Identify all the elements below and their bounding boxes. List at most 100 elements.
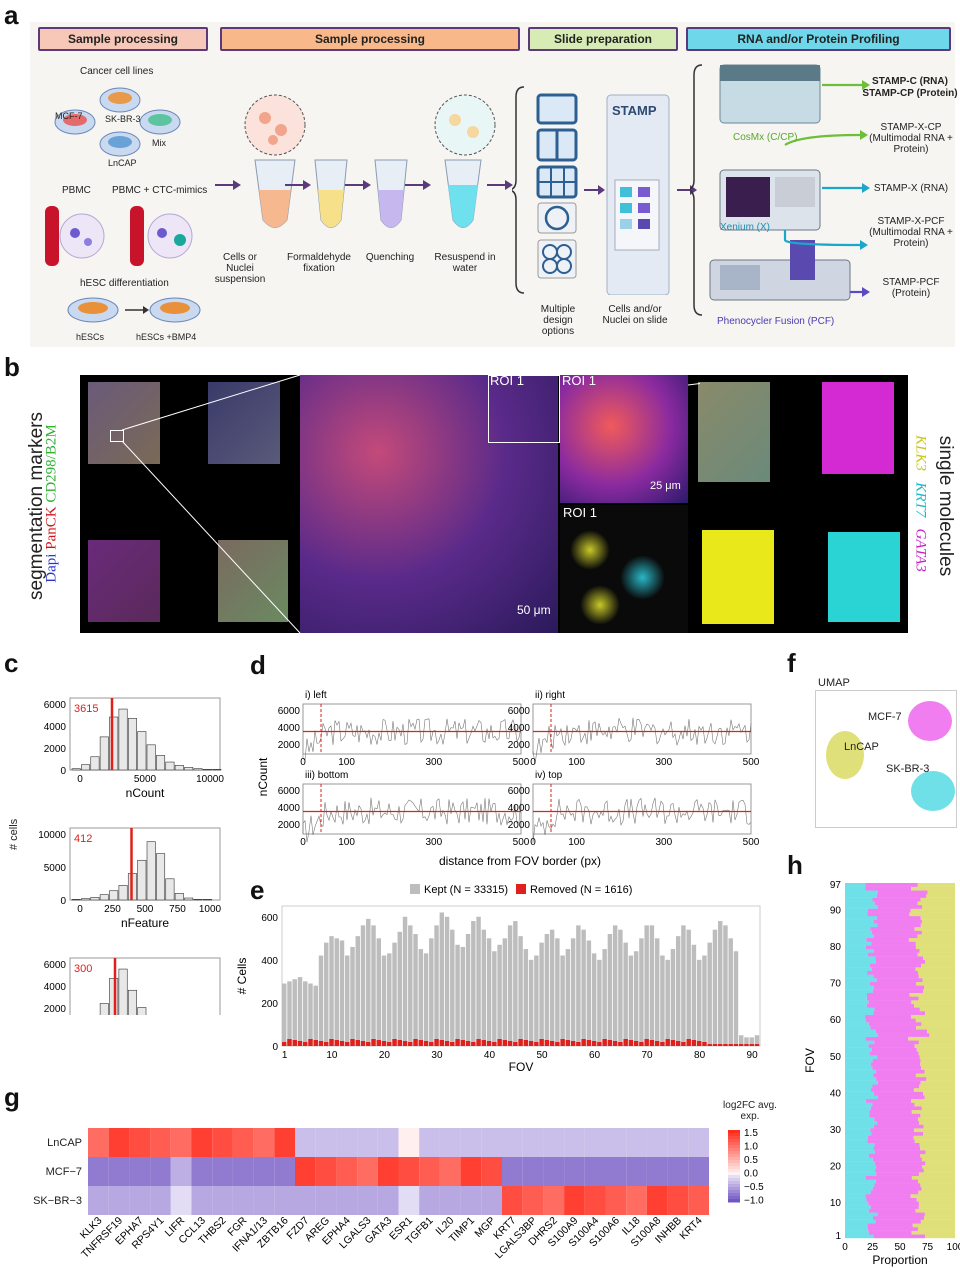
- hist-ytick: 5000: [44, 863, 67, 874]
- prop-mcf7: [877, 1080, 921, 1085]
- e-xtick: 30: [431, 1050, 443, 1061]
- prop-mcf7: [870, 1106, 922, 1111]
- cluster-skbr3: [911, 771, 955, 811]
- prop-skbr3: [845, 901, 875, 906]
- skbr3-dish-label: SK-BR-3: [105, 114, 141, 124]
- hist-xtick: 500: [137, 904, 154, 915]
- kept-bar: [576, 925, 581, 1046]
- removed-bar: [334, 1040, 339, 1046]
- kept-bar: [728, 938, 733, 1046]
- removed-bar: [518, 1039, 523, 1046]
- prop-mcf7: [874, 1007, 920, 1012]
- slide-tile-2: [208, 382, 280, 464]
- row-label-skbr3: SK−BR−3: [33, 1195, 82, 1207]
- e-xtick: 1: [282, 1050, 288, 1061]
- prop-lncap: [921, 904, 955, 909]
- kept-bar: [518, 936, 523, 1046]
- panel-c-ylabel: # cells: [8, 818, 20, 850]
- prop-lncap: [911, 1000, 955, 1004]
- subplot-xtick: 0: [300, 837, 306, 848]
- prop-mcf7: [869, 963, 922, 968]
- prop-skbr3: [845, 989, 873, 993]
- prop-lncap: [920, 1113, 955, 1118]
- prop-mcf7: [869, 1051, 919, 1056]
- kept-bar: [471, 921, 476, 1046]
- prop-lncap: [925, 1234, 955, 1239]
- subplot-ytick: 6000: [508, 786, 531, 797]
- kept-bar: [282, 983, 287, 1046]
- kept-bar: [497, 944, 502, 1046]
- removed-bar: [476, 1039, 481, 1046]
- removed-bar: [318, 1041, 324, 1046]
- hist-frame: [69, 957, 221, 1015]
- hist-bar: [127, 989, 137, 1015]
- e-ytick: 0: [272, 1042, 278, 1053]
- kept-bar: [418, 949, 424, 1046]
- prop-skbr3: [845, 1091, 874, 1096]
- prop-lncap: [918, 1179, 955, 1184]
- stamp-logo: STAMP: [612, 103, 657, 118]
- legend-bar-segment: [728, 1148, 740, 1152]
- prop-skbr3: [845, 1047, 872, 1052]
- kept-bar: [670, 949, 676, 1046]
- kept-bar: [591, 953, 597, 1046]
- subplot-xtick: 300: [655, 757, 672, 768]
- heatmap-cell: [439, 1157, 461, 1186]
- hist-bar: [202, 769, 212, 771]
- kept-bar: [696, 959, 702, 1046]
- instruments-illustration: [690, 64, 870, 316]
- prop-lncap: [921, 1186, 955, 1191]
- prop-lncap: [921, 1164, 955, 1169]
- prop-lncap: [923, 956, 955, 961]
- kept-bar: [707, 942, 712, 1046]
- kept-bar: [649, 925, 655, 1046]
- blood-tubes-illustration: [45, 206, 193, 266]
- hist-bar: [71, 899, 81, 901]
- heatmap-cell: [605, 1128, 627, 1157]
- panel-label-c: c: [4, 648, 19, 678]
- kept-bar: [565, 949, 571, 1046]
- removed-bar: [345, 1042, 350, 1046]
- proportion-chart: 1 10 20 30 40 50 60 70 80 90 97 0 25 50 75 100 FOV Propor…: [803, 880, 960, 1267]
- heatmap-cell: [129, 1157, 151, 1186]
- heatmap-cell: [295, 1186, 316, 1215]
- legend-bar-segment: [728, 1175, 740, 1179]
- prop-mcf7: [872, 1157, 922, 1162]
- row-label-lncap: LnCAP: [47, 1137, 82, 1149]
- heatmap-cell: [88, 1157, 109, 1186]
- kept-bar: [628, 955, 634, 1046]
- prop-mcf7: [867, 952, 918, 957]
- legend-bar-segment: [728, 1178, 740, 1182]
- removed-bar: [539, 1039, 544, 1046]
- scale-bar-50: 50 μm: [517, 603, 551, 617]
- e-xlabel: FOV: [509, 1060, 534, 1074]
- kept-bar: [355, 936, 360, 1046]
- prop-mcf7: [868, 1000, 912, 1004]
- prop-skbr3: [845, 1003, 867, 1008]
- heatmap-cell: [584, 1157, 606, 1186]
- prop-mcf7: [875, 956, 924, 961]
- removed-bar: [728, 1044, 733, 1046]
- output-stamp-x-cp: STAMP-X-CP (Multimodal RNA + Protein): [869, 122, 953, 155]
- removed-bar: [387, 1042, 392, 1046]
- prop-skbr3: [845, 1044, 869, 1048]
- prop-skbr3: [845, 893, 877, 898]
- prop-lncap: [920, 1058, 955, 1063]
- heatmap-cell: [274, 1128, 295, 1157]
- removed-bar: [560, 1039, 565, 1046]
- kept-bar: [507, 925, 513, 1046]
- row-label-mcf7: MCF−7: [45, 1166, 82, 1178]
- prop-lncap: [909, 912, 955, 917]
- kept-bar: [387, 953, 392, 1046]
- prop-mcf7: [874, 901, 918, 906]
- kept-bar: [738, 1035, 744, 1046]
- kept-bar: [513, 921, 518, 1046]
- prop-lncap: [926, 1076, 955, 1081]
- prop-mcf7: [876, 1069, 925, 1074]
- kept-bar: [733, 951, 739, 1046]
- legend-removed: Removed (N = 1616): [530, 884, 632, 896]
- kept-bar: [392, 942, 397, 1046]
- prop-skbr3: [845, 1000, 869, 1004]
- slide-designs-illustration: [512, 86, 697, 295]
- removed-bar: [455, 1039, 460, 1046]
